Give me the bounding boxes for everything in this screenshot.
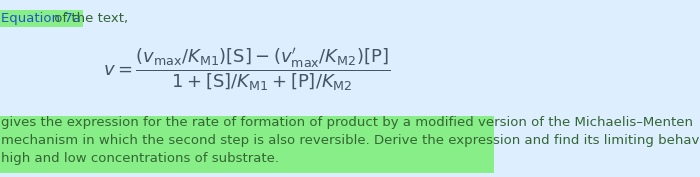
Text: gives the expression for the rate of formation of product by a modified version : gives the expression for the rate of for… [1, 116, 700, 165]
FancyBboxPatch shape [0, 116, 494, 176]
Text: $v = \dfrac{(v_{\mathrm{max}}/K_{\mathrm{M1}})[\mathrm{S}] - (v^{\prime}_{\mathr: $v = \dfrac{(v_{\mathrm{max}}/K_{\mathrm… [104, 46, 391, 93]
Text: Equation 7a: Equation 7a [1, 12, 81, 25]
Text: of the text,: of the text, [50, 12, 128, 25]
